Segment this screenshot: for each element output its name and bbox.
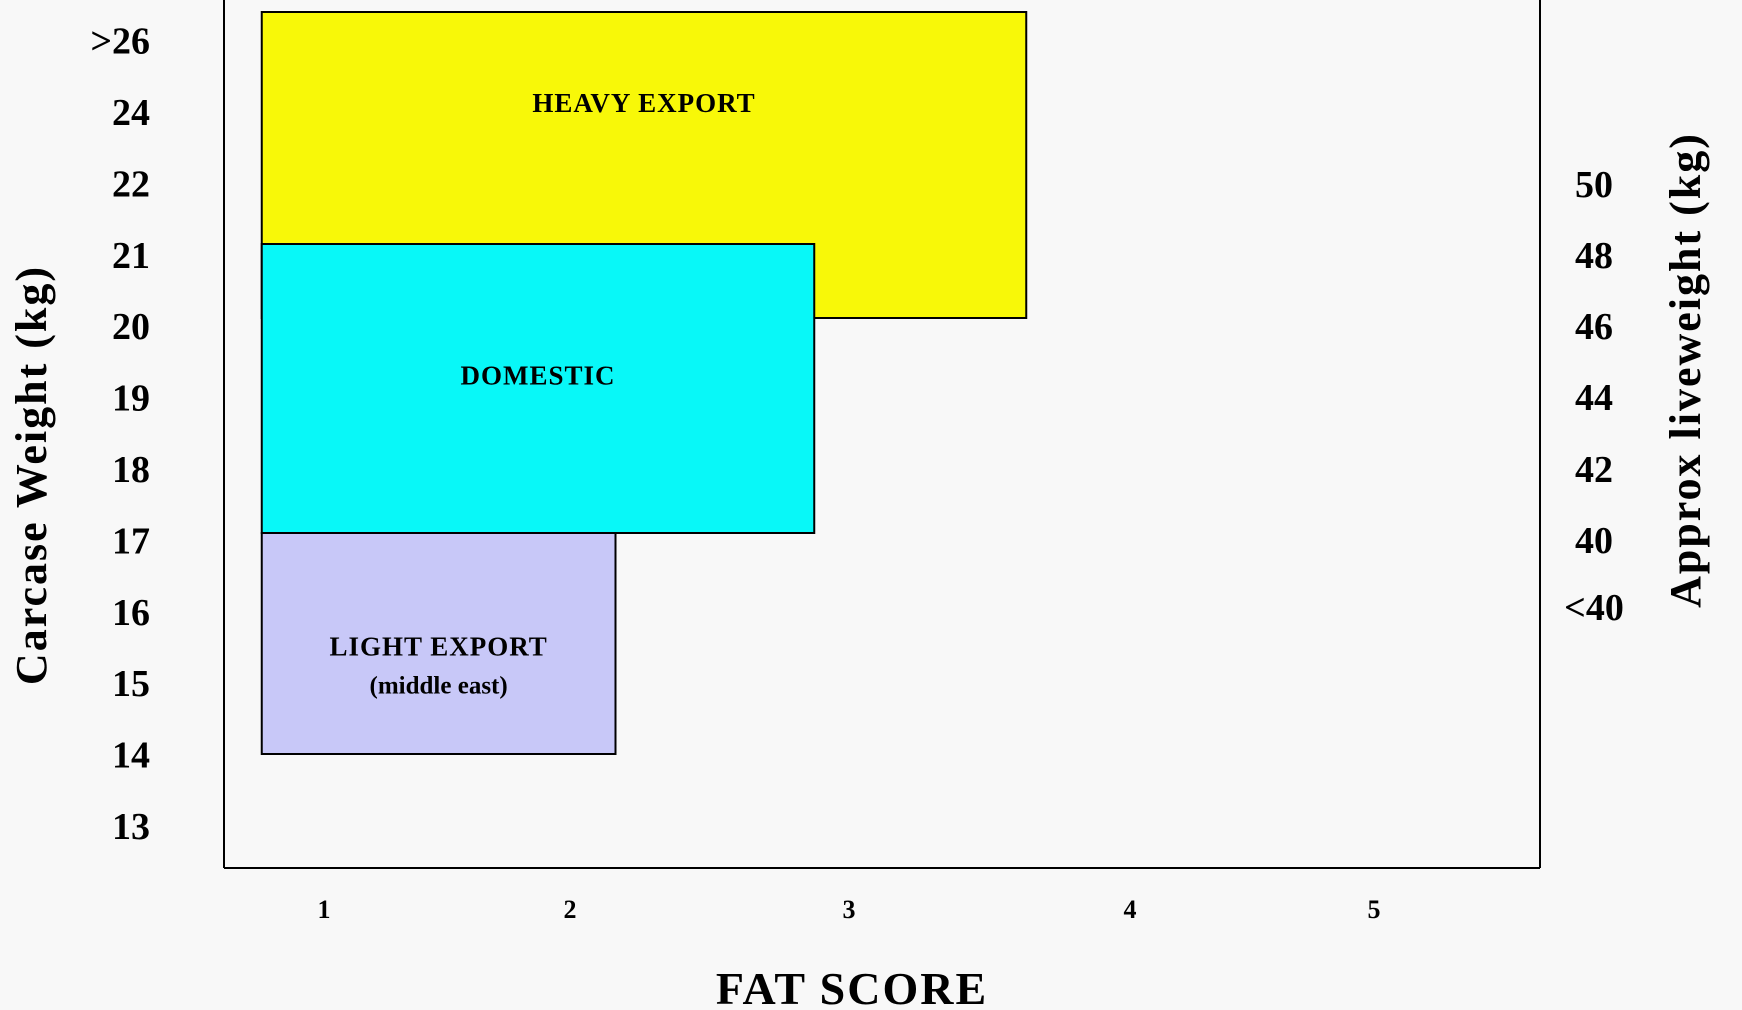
y2-axis-title: Approx liveweight (kg) [1661,132,1710,608]
y2-tick-label: 46 [1575,306,1613,348]
y2-tick-label: 40 [1575,520,1613,562]
y-tick-label: 21 [112,235,150,277]
band-light-export [260,532,617,755]
band-label: HEAVY EXPORT [532,88,755,118]
band-domestic [260,243,816,534]
x-tick-label: 5 [1368,895,1381,924]
y-axis-title: Carcase Weight (kg) [7,265,56,685]
band-label: LIGHT EXPORT [329,632,547,662]
x-axis-title: FAT SCORE [716,963,988,1010]
y-tick-label: 15 [112,663,150,705]
y2-tick-label: 42 [1575,449,1613,491]
y2-tick-label: <40 [1564,587,1624,629]
x-tick-label: 3 [843,895,856,924]
bands-layer: HEAVY EXPORT DOMESTIC LIGHT EXPORT (middle … [260,11,1028,755]
y-tick-label: 18 [112,449,150,491]
x-tick-label: 2 [564,895,577,924]
y-tick-label: 14 [112,735,150,777]
y-tick-label: 24 [112,92,150,134]
y2-tick-label: 48 [1575,235,1613,277]
y-tick-label: >26 [90,21,150,63]
y-tick-label: 17 [112,520,150,562]
y2-tick-label: 44 [1575,377,1613,419]
ticks-layer: 1314151617181920212224>26<40404244464850… [90,21,1623,924]
band-sublabel: (middle east) [370,673,508,700]
y-tick-label: 22 [112,163,150,205]
x-tick-label: 4 [1124,895,1137,924]
band-label: DOMESTIC [460,361,615,391]
y-tick-label: 20 [112,306,150,348]
x-tick-label: 1 [318,895,331,924]
y-tick-label: 19 [112,378,150,420]
y-tick-label: 13 [112,806,150,848]
y-tick-label: 16 [112,592,150,634]
y2-tick-label: 50 [1575,164,1613,206]
